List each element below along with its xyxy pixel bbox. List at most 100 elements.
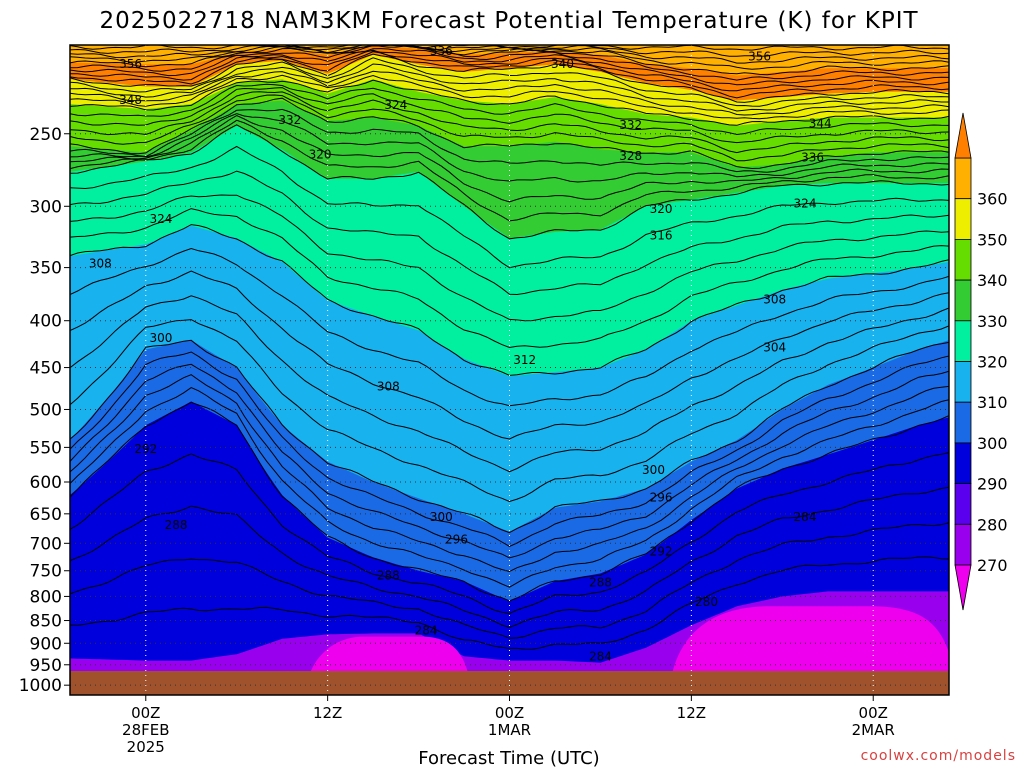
colorbar-segment — [954, 483, 972, 525]
y-tick-label: 700 — [30, 534, 62, 554]
contour-label: 348 — [119, 93, 142, 107]
x-tick-label: 12Z — [313, 704, 342, 722]
colorbar-label: 330 — [977, 312, 1008, 331]
isentrope-300 — [70, 339, 949, 534]
colorbar-top-arrow — [954, 112, 972, 159]
isentrope-298 — [70, 351, 949, 547]
y-axis: 2503003504004505005506006507007508008509… — [19, 125, 70, 696]
colorbar-label: 350 — [977, 230, 1008, 249]
contour-label: 292 — [134, 442, 157, 456]
x-tick-label: 12Z — [677, 704, 706, 722]
contour-label: 316 — [650, 228, 673, 242]
isentrope-360 — [70, 45, 949, 76]
contour-label: 340 — [551, 57, 574, 71]
contour-label: 320 — [309, 147, 332, 161]
contour-label: 308 — [89, 257, 112, 271]
colorbar-segment — [954, 320, 972, 362]
colorbar-segment — [954, 442, 972, 484]
isentrope-318 — [70, 145, 949, 269]
isentrope-324 — [70, 115, 949, 203]
contour-label: 312 — [513, 353, 536, 367]
contour-label: 336 — [801, 150, 824, 164]
isentrope-286 — [70, 486, 949, 629]
colorbar-label: 340 — [977, 271, 1008, 290]
colorbar-segment — [954, 361, 972, 403]
isentrope-304 — [70, 295, 949, 473]
ground-fill — [70, 671, 949, 695]
isentrope-342 — [70, 74, 949, 120]
isentrope-288 — [70, 452, 949, 615]
ground-layer — [70, 671, 949, 695]
plot-area: 356 348 332 324 336 340 356 332 328 344 336 320 324 3… — [70, 44, 949, 695]
colorbar-segment — [954, 523, 972, 566]
colorbar-label: 280 — [977, 515, 1008, 534]
colorbar-label: 290 — [977, 475, 1008, 494]
contour-label: 308 — [763, 292, 786, 306]
contour-label: 332 — [278, 113, 301, 127]
isentrope-284 — [70, 522, 949, 639]
isentrope-358 — [70, 48, 949, 81]
y-tick-label: 750 — [30, 562, 62, 582]
y-tick-label: 350 — [30, 259, 62, 279]
contour-label: 356 — [748, 50, 771, 64]
y-tick-label: 650 — [30, 505, 62, 525]
credit-text: coolwx.com/models — [861, 748, 1016, 764]
isentrope-306 — [70, 270, 949, 440]
y-tick-label: 800 — [30, 587, 62, 607]
contour-label: 288 — [165, 518, 188, 532]
contour-label: 288 — [377, 569, 400, 583]
colorbar-segment — [954, 157, 972, 200]
contour-label: 284 — [794, 510, 817, 524]
chart-title: 2025022718 NAM3KM Forecast Potential Tem… — [99, 8, 918, 34]
contour-label: 308 — [377, 380, 400, 394]
x-tick-label: 2025 — [127, 738, 165, 756]
isentrope-336 — [70, 87, 949, 144]
colorbar-label: 360 — [977, 190, 1008, 209]
contour-label: 336 — [430, 44, 453, 58]
contour-label: 324 — [384, 98, 407, 112]
isentrope-316 — [70, 170, 949, 296]
isentrope-292 — [70, 387, 949, 588]
x-tick-label: 2MAR — [852, 721, 895, 739]
grid-lines — [70, 45, 949, 695]
contour-label: 300 — [430, 510, 453, 524]
colorbar-bottom-arrow — [954, 564, 972, 611]
y-tick-label: 550 — [30, 438, 62, 458]
isentrope-328 — [70, 108, 949, 173]
y-tick-label: 950 — [30, 656, 62, 676]
x-tick-label: 00Z — [495, 704, 524, 722]
contour-label: 296 — [445, 532, 468, 546]
isentrope-294 — [70, 374, 949, 573]
isentrope-312 — [70, 208, 949, 349]
y-tick-label: 250 — [30, 125, 62, 145]
contour-label: 300 — [149, 331, 172, 345]
isentrope-314 — [70, 194, 949, 322]
y-tick-label: 900 — [30, 634, 62, 654]
contour-label: 296 — [650, 490, 673, 504]
contour-label: 328 — [619, 149, 642, 163]
y-tick-label: 600 — [30, 473, 62, 493]
y-tick-label: 1000 — [19, 676, 62, 696]
colorbar: 270 280 290 300 310 320 330 340 350 360 — [954, 112, 1008, 611]
colorbar-segment — [954, 401, 972, 444]
isentrope-282 — [70, 556, 949, 650]
isentrope-350 — [70, 53, 949, 103]
contour-label: 280 — [695, 595, 718, 609]
x-tick-label: 00Z — [131, 704, 160, 722]
y-tick-label: 850 — [30, 612, 62, 632]
y-tick-label: 400 — [30, 312, 62, 332]
colorbar-segment — [954, 238, 972, 281]
isentrope-340 — [70, 79, 949, 126]
x-axis-label: Forecast Time (UTC) — [418, 748, 599, 768]
y-tick-label: 500 — [30, 400, 62, 420]
contour-label: 344 — [809, 116, 832, 130]
isentrope-368 — [70, 45, 949, 51]
y-tick-label: 450 — [30, 359, 62, 379]
x-tick-label: 1MAR — [488, 721, 531, 739]
contour-label: 284 — [589, 650, 612, 664]
isentrope-344 — [70, 70, 949, 116]
colorbar-label: 300 — [977, 434, 1008, 453]
contour-label: 300 — [642, 463, 665, 477]
